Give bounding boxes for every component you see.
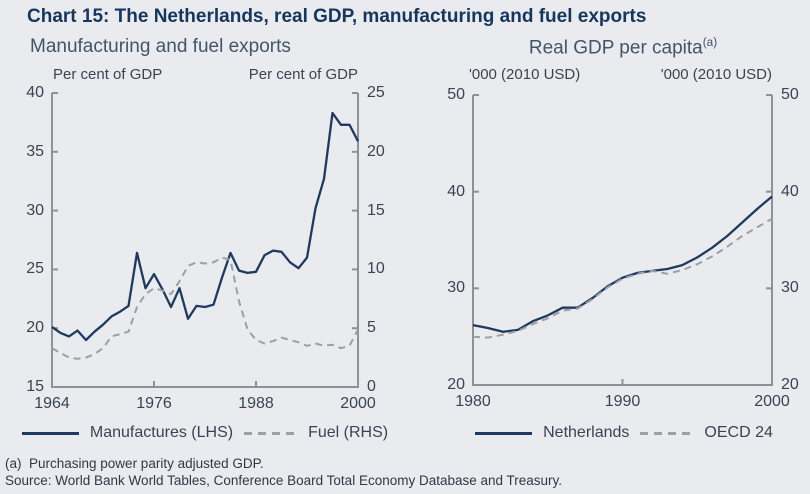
- x-axis-tick-label: 2000: [754, 393, 790, 410]
- series-line: [472, 195, 773, 333]
- right-chart-lhs-unit-label: '000 (2010 USD): [469, 66, 581, 83]
- left-chart-rhs-unit-label: Per cent of GDP: [248, 66, 358, 83]
- series-line: [472, 217, 773, 339]
- right-chart-title-text: Real GDP per capita: [528, 37, 703, 59]
- y-axis-tick-label-right: 50: [781, 86, 799, 103]
- x-axis-tick-label: 2000: [340, 395, 376, 412]
- y-axis-tick-label-left: 30: [26, 201, 44, 219]
- x-axis-tick-label: 1988: [238, 395, 274, 412]
- oecd24-line-sample: [640, 431, 694, 435]
- left-chart-title: Manufacturing and fuel exports: [30, 36, 291, 57]
- manufactures-line-sample: [21, 431, 79, 435]
- y-axis-tick-label-right: 20: [367, 142, 385, 160]
- left-chart-lhs-unit-label: Per cent of GDP: [53, 66, 163, 83]
- y-axis-tick-label-right: 25: [367, 84, 385, 101]
- oecd24-legend-label: OECD 24: [704, 424, 773, 441]
- fuel-line-sample: [244, 431, 298, 435]
- footnote-marker: (a): [702, 36, 718, 49]
- y-axis-tick-label-left: 20: [26, 319, 44, 337]
- right-chart-title: Real GDP per capita(a): [473, 36, 773, 59]
- manufactures-legend-label: Manufactures (LHS): [89, 424, 234, 441]
- series-line: [51, 111, 360, 342]
- x-axis-tick-label: 1990: [604, 393, 641, 410]
- y-axis-tick-label-left: 30: [447, 279, 465, 297]
- y-axis-tick-label-right: 10: [367, 260, 385, 278]
- netherlands-legend-label: Netherlands: [543, 424, 630, 441]
- fuel-legend-label: Fuel (RHS): [308, 424, 389, 441]
- y-axis-tick-label-right: 5: [367, 319, 376, 337]
- x-axis-tick-label: 1976: [136, 395, 172, 412]
- y-axis-tick-label-right: 15: [367, 201, 385, 219]
- x-axis-tick-label: 1980: [455, 393, 491, 410]
- y-axis-tick-label-left: 35: [26, 142, 44, 160]
- y-axis-tick-label-left: 40: [26, 84, 44, 101]
- y-axis-tick-label-left: 20: [447, 376, 465, 393]
- y-axis-tick-label-right: 30: [781, 279, 799, 297]
- y-axis-tick-label-left: 40: [447, 182, 465, 200]
- y-axis-tick-label-right: 40: [781, 182, 799, 200]
- netherlands-line-sample: [475, 431, 533, 435]
- footnote-a: (a) Purchasing power parity adjusted GDP…: [5, 456, 264, 471]
- series-line: [51, 256, 359, 360]
- y-axis-tick-label-left: 50: [447, 86, 465, 103]
- left-chart-legend: Manufactures (LHS) Fuel (RHS): [16, 424, 394, 442]
- y-axis-tick-label-right: 0: [367, 378, 376, 395]
- y-axis-tick-label-right: 20: [781, 376, 799, 393]
- y-axis-tick-label-left: 25: [26, 260, 44, 278]
- right-chart-legend: Netherlands OECD 24: [458, 424, 790, 442]
- right-chart-rhs-unit-label: '000 (2010 USD): [660, 66, 772, 83]
- source-note: Source: World Bank World Tables, Confere…: [5, 473, 563, 488]
- x-axis-tick-label: 1964: [34, 395, 70, 412]
- figure-title: Chart 15: The Netherlands, real GDP, man…: [27, 6, 647, 27]
- y-axis-tick-label-left: 15: [26, 378, 44, 395]
